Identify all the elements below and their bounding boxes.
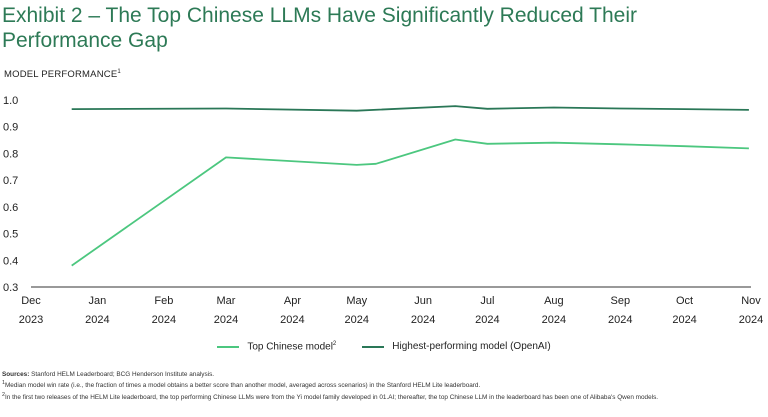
x-tick-label-year: 2024	[85, 314, 109, 326]
y-tick-label: 0.3	[3, 282, 18, 294]
x-tick-label-year: 2024	[280, 314, 304, 326]
y-axis-label: MODEL PERFORMANCE1	[4, 69, 121, 80]
legend-label-top-chinese: Top Chinese model2	[247, 341, 336, 352]
legend-text-top-chinese: Top Chinese model	[247, 341, 333, 353]
series-line-top-chinese	[71, 138, 749, 267]
footnote-1: 1Median model win rate (i.e., the fracti…	[2, 379, 766, 390]
footnotes: Sources: Stanford HELM Leaderboard; BCG …	[2, 371, 766, 402]
footnote-2-mark: 2	[2, 391, 5, 398]
footnote-1-text: Median model win rate (i.e., the fractio…	[4, 382, 481, 390]
y-axis-label-footnote: 1	[117, 69, 121, 75]
x-tick-label-year: 2024	[542, 314, 566, 326]
footnote-2: 2In the first two releases of the HELM L…	[2, 391, 766, 402]
y-tick-label: 0.4	[3, 255, 18, 267]
x-tick-label-month: Apr	[284, 295, 301, 307]
x-tick-label-month: Jul	[480, 295, 494, 307]
y-tick-label: 0.6	[3, 202, 18, 214]
y-tick-label: 0.8	[3, 148, 18, 160]
y-tick-label: 0.9	[3, 122, 18, 134]
legend-footnote-top-chinese: 2	[332, 341, 337, 347]
x-tick-label-month: Sep	[610, 295, 630, 307]
x-tick-label-year: 2024	[214, 314, 238, 326]
x-tick-label-month: Aug	[544, 295, 564, 307]
x-tick-label-month: Nov	[741, 295, 761, 307]
footnote-2-text: In the first two releases of the HELM Li…	[4, 393, 659, 401]
x-tick-label-month: May	[346, 295, 367, 307]
legend-swatch-top-chinese	[217, 345, 240, 348]
x-tick-label-month: Jun	[414, 295, 432, 307]
legend-item-openai: Highest-performing model (OpenAI)	[362, 341, 551, 353]
x-tick-label-month: Mar	[217, 295, 236, 307]
x-tick-label-year: 2023	[19, 314, 43, 326]
x-tick-label-year: 2024	[739, 314, 763, 326]
x-tick-label-year: 2024	[411, 314, 435, 326]
chart-title: Exhibit 2 – The Top Chinese LLMs Have Si…	[2, 4, 638, 52]
sources-label: Sources:	[2, 371, 30, 378]
x-tick-label-year: 2024	[608, 314, 632, 326]
series-line-openai	[71, 105, 749, 112]
x-tick-label-month: Oct	[676, 295, 693, 307]
legend-swatch-openai	[362, 345, 385, 348]
footnote-1-mark: 1	[2, 380, 5, 387]
x-tick-label-year: 2024	[475, 314, 499, 326]
x-tick-label-month: Jan	[89, 295, 107, 307]
y-tick-label: 0.7	[3, 175, 18, 187]
sources-text: Stanford HELM Leaderboard; BCG Henderson…	[29, 371, 215, 378]
legend: Top Chinese model2 Highest-performing mo…	[0, 341, 768, 352]
y-tick-label: 0.5	[3, 229, 18, 241]
legend-item-top-chinese: Top Chinese model2	[217, 341, 336, 352]
y-tick-label: 1.0	[3, 95, 18, 107]
x-tick-label-year: 2024	[152, 314, 176, 326]
x-tick-label-month: Feb	[154, 295, 173, 307]
x-tick-label-year: 2024	[344, 314, 368, 326]
x-tick-label-month: Dec	[21, 295, 41, 307]
legend-label-openai: Highest-performing model (OpenAI)	[392, 341, 551, 353]
sources-note: Sources: Stanford HELM Leaderboard; BCG …	[2, 371, 766, 379]
x-tick-label-year: 2024	[672, 314, 696, 326]
y-axis-label-text: MODEL PERFORMANCE	[4, 69, 118, 81]
